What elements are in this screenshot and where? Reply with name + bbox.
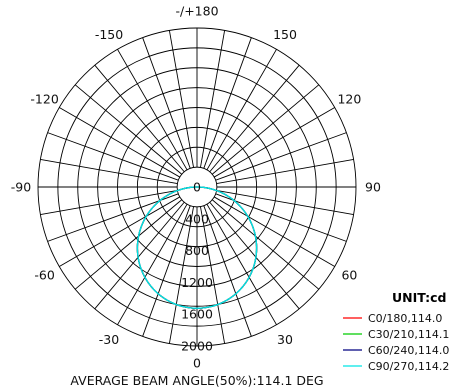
- grid-spoke-120: [214, 108, 334, 178]
- angle-label: -60: [34, 268, 54, 283]
- grid-spoke-320: [95, 202, 184, 309]
- radial-tick-label: 1200: [181, 275, 213, 290]
- grid-spoke-210: [118, 49, 188, 169]
- grid-spoke-190: [169, 30, 193, 167]
- radial-tick-label: 1600: [181, 307, 213, 322]
- grid-spoke-40: [210, 202, 299, 309]
- grid-spoke-50: [212, 200, 319, 289]
- angle-label: -90: [11, 180, 31, 195]
- grid-spoke-110: [216, 133, 347, 181]
- legend-entry: C60/240,114.0: [368, 344, 449, 357]
- legend-entry: C90/270,114.2: [368, 360, 449, 373]
- grid-spoke-250: [48, 133, 179, 181]
- grid-spoke-160: [204, 38, 252, 169]
- legend-entry: C0/180,114.0: [368, 312, 442, 325]
- angle-label: -150: [95, 27, 123, 42]
- unit-label: UNIT:cd: [392, 290, 446, 305]
- grid-spoke-140: [210, 65, 299, 172]
- grid-spoke-230: [75, 85, 182, 174]
- legend: C0/180,114.0 C30/210,114.1 C60/240,114.0 C9…: [343, 312, 449, 373]
- grid-spoke-310: [75, 200, 182, 289]
- grid-spoke-130: [212, 85, 319, 174]
- grid-spoke-60: [214, 197, 334, 267]
- grid-spoke-300: [59, 197, 179, 267]
- grid-spoke-220: [95, 65, 184, 172]
- grid-spoke-100: [217, 159, 354, 183]
- grid-spoke-170: [200, 30, 224, 167]
- angle-label: 120: [337, 92, 361, 107]
- grid-spoke-330: [118, 204, 188, 324]
- beam-angle-footer: AVERAGE BEAM ANGLE(50%):114.1 DEG: [70, 373, 323, 388]
- angle-label: 60: [341, 268, 357, 283]
- angle-label: 150: [273, 27, 297, 42]
- radial-tick-label: 2000: [181, 339, 213, 354]
- legend-entry: C30/210,114.1: [368, 328, 449, 341]
- radial-tick-label: 400: [185, 211, 209, 226]
- angle-label: 90: [365, 180, 381, 195]
- angle-label: 0: [193, 356, 201, 371]
- grid-spoke-200: [143, 38, 191, 169]
- angle-label: -/+180: [175, 4, 218, 19]
- grid-spoke-240: [59, 108, 179, 178]
- grid-spoke-150: [207, 49, 277, 169]
- angle-label: 30: [277, 332, 293, 347]
- angle-label: -120: [30, 92, 58, 107]
- radial-tick-label: 0: [193, 180, 201, 195]
- grid-spoke-30: [207, 204, 277, 324]
- grid-spoke-260: [40, 159, 177, 183]
- angle-label: -30: [99, 332, 119, 347]
- radial-tick-label: 800: [185, 243, 209, 258]
